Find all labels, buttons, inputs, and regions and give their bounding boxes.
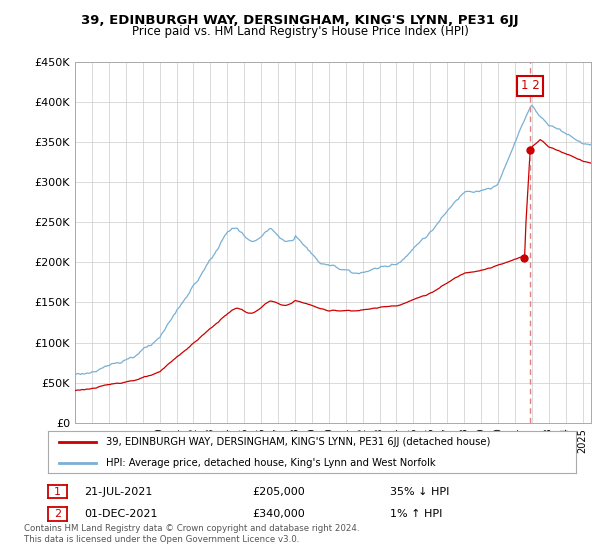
Text: 39, EDINBURGH WAY, DERSINGHAM, KING'S LYNN, PE31 6JJ (detached house): 39, EDINBURGH WAY, DERSINGHAM, KING'S LY…	[106, 437, 490, 447]
Text: HPI: Average price, detached house, King's Lynn and West Norfolk: HPI: Average price, detached house, King…	[106, 458, 436, 468]
Text: Price paid vs. HM Land Registry's House Price Index (HPI): Price paid vs. HM Land Registry's House …	[131, 25, 469, 38]
Text: 35% ↓ HPI: 35% ↓ HPI	[390, 487, 449, 497]
Text: 01-DEC-2021: 01-DEC-2021	[84, 509, 157, 519]
Text: Contains HM Land Registry data © Crown copyright and database right 2024.
This d: Contains HM Land Registry data © Crown c…	[24, 524, 359, 544]
Text: £340,000: £340,000	[252, 509, 305, 519]
Text: 1: 1	[54, 487, 61, 497]
Text: 21-JUL-2021: 21-JUL-2021	[84, 487, 152, 497]
Text: £205,000: £205,000	[252, 487, 305, 497]
Text: 2: 2	[54, 509, 61, 519]
Text: 39, EDINBURGH WAY, DERSINGHAM, KING'S LYNN, PE31 6JJ: 39, EDINBURGH WAY, DERSINGHAM, KING'S LY…	[81, 14, 519, 27]
Text: 1 2: 1 2	[521, 79, 540, 92]
Text: 1% ↑ HPI: 1% ↑ HPI	[390, 509, 442, 519]
